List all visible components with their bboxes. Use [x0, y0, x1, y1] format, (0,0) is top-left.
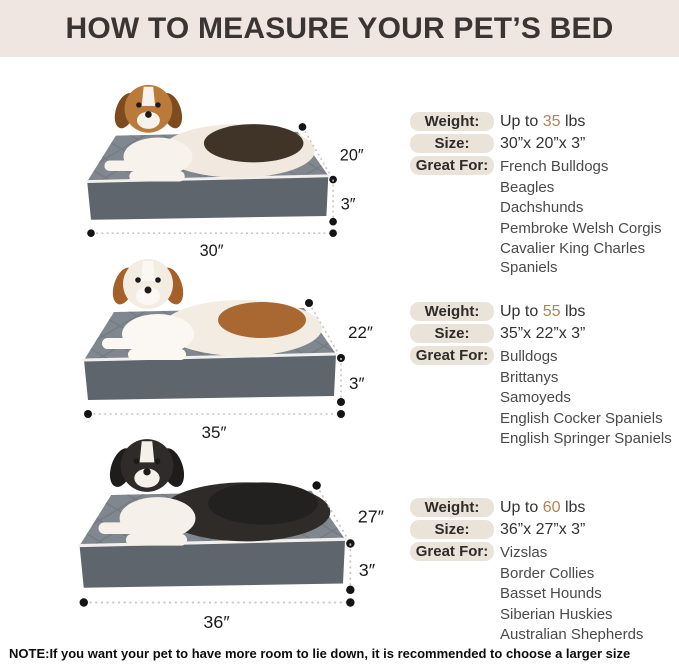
dimension-dot [79, 598, 88, 607]
dog-illustration-beagle [104, 84, 315, 182]
size-row-medium: 22″ 3″ 35″ Weight: Up to 55 lbs Size: 35… [0, 250, 679, 447]
height-dimension-label: 3″ [359, 560, 375, 580]
spec-panel: Weight: Up to 60 lbs Size: 36”x 27”x 3” … [410, 498, 676, 645]
weight-value: Up to 60 lbs [500, 499, 586, 516]
page-header: HOW TO MEASURE YOUR PET’S BED [0, 0, 679, 57]
page-title: HOW TO MEASURE YOUR PET’S BED [65, 11, 614, 45]
breed-item: Pembroke Welsh Corgis [500, 219, 662, 237]
bed-piping [85, 174, 330, 183]
bed-piping [77, 537, 347, 548]
depth-dimension-label: 22″ [348, 323, 373, 342]
bed-illustration: 22″ 3″ 35″ [82, 259, 373, 442]
breed-item: Brittanys [500, 368, 559, 386]
spec-panel: Weight: Up to 55 lbs Size: 35”x 22”x 3” … [410, 302, 676, 449]
size-value: 35”x 22”x 3” [500, 325, 586, 342]
breed-item: French Bulldogs [500, 158, 609, 175]
bed-illustration: 20″ 3″ 30″ [85, 84, 364, 260]
breed-item: Border Collies [500, 564, 595, 582]
weight-label: Weight: [410, 302, 494, 321]
breed-item: English Springer Spaniels [500, 430, 672, 447]
weight-value: Up to 55 lbs [500, 303, 586, 320]
great-for-label: Great For: [410, 542, 494, 561]
weight-label: Weight: [410, 498, 494, 517]
great-for-label: Great For: [410, 346, 494, 365]
size-row-small: 20″ 3″ 30″ Weight: Up to 35 lbs Size: 30… [0, 60, 679, 276]
dimension-dot [312, 481, 321, 490]
dimension-dot [329, 229, 337, 238]
breed-item: Australian Shepherds [500, 626, 644, 643]
weight-number: 55 [542, 303, 561, 320]
height-dimension-label: 3″ [349, 374, 364, 393]
size-value: 36”x 27”x 3” [500, 521, 586, 538]
breed-item: Cavalier King Charles Spaniels [500, 240, 646, 276]
bed-front-face [79, 539, 346, 588]
height-dimension-label: 3″ [341, 195, 356, 213]
dimension-dot [346, 598, 355, 607]
breed-item: Samoyeds [500, 389, 571, 406]
weight-number: 60 [542, 499, 561, 516]
dog-illustration-brittany [102, 259, 322, 360]
dimension-dot [337, 410, 345, 418]
depth-dimension-label: 27″ [358, 506, 384, 526]
weight-label: Weight: [410, 112, 494, 131]
bed-figure-small: 20″ 3″ 30″ [24, 82, 380, 264]
dimension-dot [298, 123, 307, 131]
dog-illustration-border-collie [98, 439, 331, 546]
bed-front-face [84, 354, 336, 400]
width-dimension-label: 35″ [202, 423, 227, 442]
size-label: Size: [410, 520, 494, 539]
dimension-dot [337, 398, 345, 406]
dimension-dot [84, 410, 92, 418]
note-text: NOTE:If you want your pet to have more r… [9, 646, 631, 661]
bed-front-face [87, 175, 329, 220]
width-dimension-label: 36″ [203, 612, 229, 632]
breed-item: Dachshunds [500, 199, 584, 216]
size-label: Size: [410, 324, 494, 343]
breed-item: Siberian Huskies [500, 605, 613, 623]
breed-item: English Cocker Spaniels [500, 409, 663, 427]
spec-panel: Weight: Up to 35 lbs Size: 30”x 20”x 3” … [410, 112, 676, 277]
dimension-dot [329, 217, 337, 226]
dimension-dot [346, 585, 355, 595]
size-label: Size: [410, 134, 494, 153]
bed-illustration: 27″ 3″ 36″ [77, 439, 384, 632]
weight-value: Up to 35 lbs [500, 113, 586, 130]
size-row-large: 27″ 3″ 36″ Weight: Up to 60 lbs Size: 36… [0, 434, 679, 643]
great-for-label: Great For: [410, 156, 494, 175]
depth-dimension-label: 20″ [340, 146, 364, 164]
bed-figure-large: 27″ 3″ 36″ [10, 436, 402, 636]
dimension-dot [87, 229, 95, 238]
bed-piping [82, 352, 338, 362]
breed-item: Vizslas [500, 544, 548, 561]
bed-figure-medium: 22″ 3″ 35″ [18, 256, 390, 446]
breed-item: Beagles [500, 178, 555, 196]
dimension-dot [305, 299, 313, 307]
breed-item: Basset Hounds [500, 585, 602, 602]
weight-number: 35 [542, 113, 561, 130]
size-value: 30”x 20”x 3” [500, 135, 586, 152]
breed-item: Bulldogs [500, 348, 558, 365]
width-dimension-label: 30″ [200, 242, 224, 260]
